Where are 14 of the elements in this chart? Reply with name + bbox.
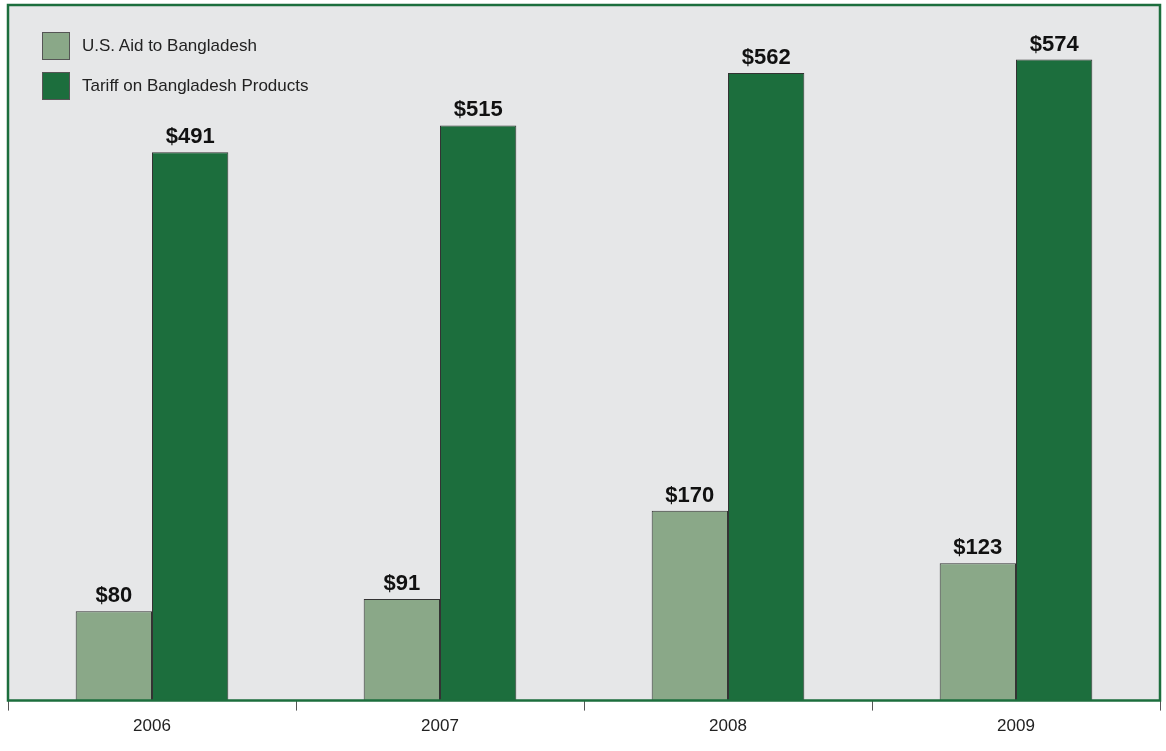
- data-label: $170: [665, 481, 715, 507]
- data-label: $123: [953, 534, 1003, 560]
- legend-label: U.S. Aid to Bangladesh: [82, 36, 257, 56]
- data-label: $574: [1029, 30, 1080, 56]
- x-tick-label: 2008: [709, 716, 747, 736]
- data-label: $80: [95, 582, 133, 608]
- data-label: $562: [741, 43, 791, 69]
- data-label: $515: [453, 96, 503, 122]
- x-tick-label: 2007: [421, 716, 459, 736]
- data-label: $91: [383, 570, 421, 596]
- legend-label: Tariff on Bangladesh Products: [82, 76, 309, 96]
- x-tick-label: 2009: [997, 716, 1035, 736]
- x-tick-label: 2006: [133, 716, 171, 736]
- data-label: $491: [165, 123, 215, 149]
